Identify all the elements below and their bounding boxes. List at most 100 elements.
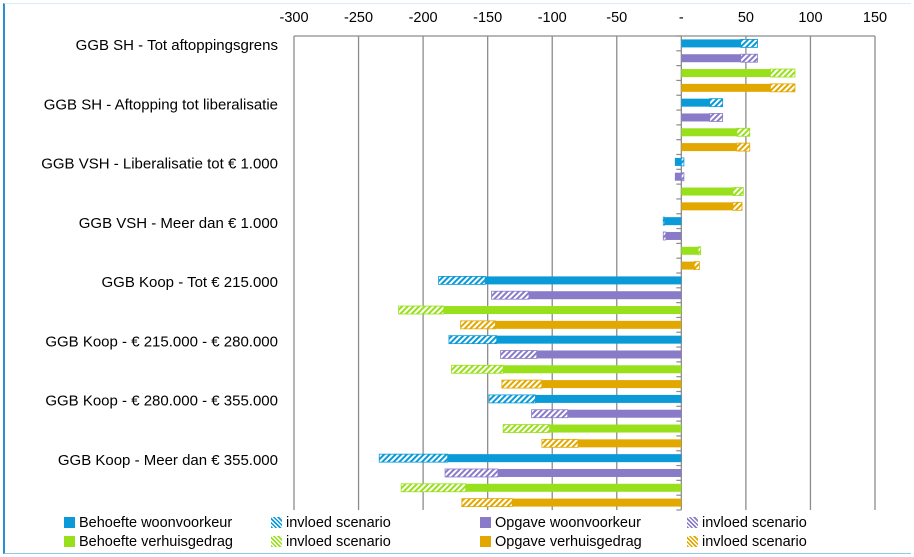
scenario-bar-3-0 [770, 83, 796, 93]
scenario-bar-3-2 [732, 201, 743, 211]
scenario-bar-0-4 [438, 276, 486, 285]
x-tick-label: - [679, 10, 684, 26]
legend-swatch [480, 536, 491, 547]
scenario-bar-3-3 [693, 261, 700, 270]
scenario-bar-2-2 [732, 187, 744, 196]
scenario-bar-1-4 [491, 290, 530, 300]
scenario-bar-2-4 [398, 305, 445, 315]
bar-0-5 [496, 335, 682, 344]
legend-label: Behoefte verhuisgedrag [79, 534, 233, 550]
scenario-bar-1-0 [740, 53, 758, 63]
legend-label: invloed scenario [702, 534, 807, 550]
legend-item-scenario: invloed scenario [271, 515, 391, 531]
legend-item-scenario: invloed scenario [687, 515, 807, 531]
legend-hatch-swatch [687, 517, 698, 528]
category-labels: GGB SH - Tot aftoppingsgrens GGB SH - Aft… [41, 37, 278, 469]
bar-0-0 [681, 39, 741, 48]
legend-label: invloed scenario [286, 534, 391, 550]
legend-item: Opgave woonvoorkeur [480, 515, 641, 531]
scenario-bar-0-7 [378, 453, 449, 463]
scenario-bar-0-1 [709, 98, 724, 108]
bar-0-3 [664, 217, 682, 226]
bar-1-7 [497, 468, 682, 477]
bar-1-6 [567, 409, 682, 418]
bar-2-3 [681, 246, 699, 255]
x-tick-label: 50 [738, 10, 754, 26]
x-tick-label: 150 [863, 10, 887, 26]
x-tick-label: -50 [606, 10, 627, 26]
bar-0-2 [674, 157, 682, 166]
chart-frame [3, 3, 911, 554]
x-tick-label: 100 [798, 10, 822, 26]
category-label: GGB Koop - € 215.000 - € 280.000 [45, 333, 278, 350]
legend-label: Behoefte woonvoorkeur [79, 515, 233, 531]
legend-hatch-swatch [271, 536, 282, 547]
bar-3-6 [578, 439, 682, 448]
bar-2-0 [681, 69, 771, 78]
bar-0-4 [485, 276, 682, 285]
scenario-bar-1-3 [662, 231, 667, 241]
legend-swatch [480, 517, 491, 528]
bar-2-6 [549, 424, 682, 433]
bar-0-1 [681, 98, 710, 107]
legend-item-scenario: invloed scenario [687, 534, 807, 550]
bar-0-6 [535, 394, 682, 403]
bar-1-3 [665, 231, 682, 240]
bar-3-4 [495, 320, 682, 329]
scenario-bar-2-5 [451, 364, 504, 374]
category-label: GGB SH - Tot aftoppingsgrens [76, 37, 278, 54]
x-tick-label: -300 [279, 10, 308, 26]
x-tick-label: -150 [473, 10, 502, 26]
scenario-bar-2-0 [770, 68, 796, 78]
category-label: GGB Koop - Tot € 215.000 [101, 274, 278, 291]
bar-2-4 [443, 306, 682, 315]
category-label: GGB SH - Aftopping tot liberalisatie [44, 96, 278, 113]
scenario-bar-2-6 [502, 424, 551, 433]
bar-3-0 [681, 83, 771, 92]
legend-label: Opgave verhuisgedrag [495, 534, 642, 550]
bar-1-4 [528, 291, 682, 300]
scenario-bar-1-1 [709, 113, 724, 122]
bar-0-7 [447, 454, 682, 463]
category-label: GGB VSH - Meer dan € 1.000 [79, 215, 278, 232]
legend-swatch [64, 517, 75, 528]
scenario-bar-2-7 [400, 483, 467, 493]
scenario-bar-0-0 [740, 39, 758, 48]
bar-1-5 [536, 350, 682, 359]
scenario-bar-2-1 [736, 127, 751, 137]
legend-hatch-swatch [687, 536, 698, 547]
bar-3-7 [512, 498, 682, 507]
scenario-bar-3-1 [736, 142, 751, 152]
scenario-bar-1-5 [500, 350, 538, 359]
scenario-bar-0-2 [680, 157, 685, 167]
scenario-bar-0-6 [488, 394, 536, 404]
bar-1-1 [681, 113, 710, 122]
bar-2-2 [681, 187, 733, 196]
legend-label: invloed scenario [702, 515, 807, 531]
scenario-bar-1-2 [680, 172, 685, 182]
x-tick-label: -100 [538, 10, 567, 26]
category-label: GGB VSH - Liberalisatie tot € 1.000 [41, 156, 278, 173]
bars [378, 39, 796, 507]
scenario-bar-2-3 [697, 246, 702, 256]
bar-3-3 [681, 261, 695, 270]
x-tick-label: -250 [344, 10, 373, 26]
category-label: GGB Koop - € 280.000 - € 355.000 [45, 393, 278, 410]
bar-1-0 [681, 54, 741, 63]
category-label: GGB Koop - Meer dan € 355.000 [58, 452, 278, 469]
scenario-bar-1-7 [444, 468, 499, 478]
bar-3-1 [681, 143, 737, 152]
scenario-bar-1-6 [531, 409, 569, 419]
legend-item: Opgave verhuisgedrag [480, 534, 642, 550]
bar-3-2 [681, 202, 733, 211]
scenario-bar-3-6 [541, 438, 579, 448]
legend-swatch [64, 536, 75, 547]
bar-2-1 [681, 128, 737, 137]
legend-item: Behoefte woonvoorkeur [64, 515, 232, 531]
scenario-bar-3-7 [461, 498, 513, 507]
x-tick-label: -200 [409, 10, 438, 26]
x-axis-ticks: -300 -250 -200 -150 -100 -50-50 100 150 [279, 10, 887, 26]
scenario-bar-3-4 [460, 320, 496, 330]
legend-item-scenario: invloed scenario [271, 534, 391, 550]
scenario-bar-3-5 [501, 379, 543, 389]
